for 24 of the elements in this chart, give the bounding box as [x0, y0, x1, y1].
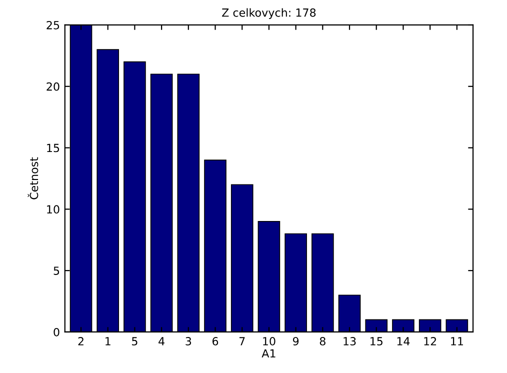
y-tick-label: 25 — [46, 20, 60, 30]
x-tick-label: 13 — [344, 337, 356, 346]
x-tick-label: 4 — [158, 337, 164, 346]
y-tick-label: 5 — [54, 266, 60, 275]
x-tick-label: 7 — [239, 337, 245, 346]
y-tick-label: 15 — [47, 144, 60, 152]
x-tick-label: 6 — [212, 337, 218, 346]
y-tick-label: 0 — [54, 328, 60, 336]
x-axis-title: A1 — [262, 349, 276, 358]
y-tick-label: 10 — [47, 205, 60, 214]
x-tick-label: 9 — [292, 337, 299, 346]
x-tick-label: 5 — [132, 337, 138, 346]
chart-title: Z celkovych: 178 — [222, 8, 316, 19]
x-tick-label: 3 — [186, 337, 192, 346]
x-tick-label: 14 — [397, 337, 410, 346]
x-tick-label: 10 — [263, 337, 276, 346]
x-tick-label: 12 — [424, 337, 436, 346]
x-tick-label: 1 — [106, 337, 110, 346]
x-tick-label: 11 — [451, 337, 463, 346]
y-axis-title: Četnost — [28, 157, 38, 200]
y-tick-label: 20 — [46, 82, 60, 91]
x-tick-label: 15 — [370, 337, 382, 346]
x-tick-label: 8 — [320, 337, 326, 346]
x-tick-label: 2 — [78, 337, 84, 346]
